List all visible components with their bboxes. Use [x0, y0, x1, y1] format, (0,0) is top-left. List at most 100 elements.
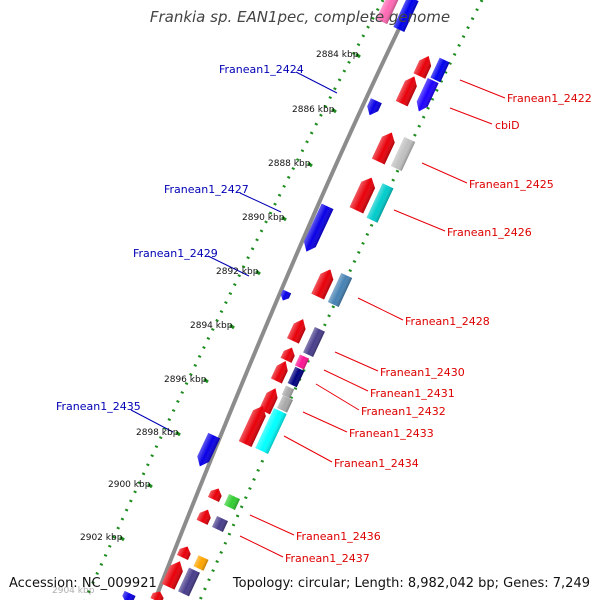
tick-label: 2892 kbp [216, 267, 259, 277]
leader-line [315, 383, 360, 411]
tick-mark [119, 535, 125, 542]
leader-line [239, 192, 282, 213]
tick-labels: 2884 kbp 2886 kbp 2888 kbp 2890 kbp 2892… [52, 50, 359, 596]
cds-feature[interactable] [395, 74, 420, 107]
cog-feature[interactable] [287, 366, 305, 388]
gene-label-franean1-2430[interactable]: Franean1_2430 [380, 366, 465, 379]
cog-feature[interactable] [277, 395, 293, 413]
cds-feature[interactable] [120, 590, 136, 600]
gene-label-franean1-2422[interactable]: Franean1_2422 [507, 92, 592, 105]
tick-label: 2886 kbp [292, 105, 335, 115]
tick-mark [147, 482, 153, 489]
gene-label-franean1-2429[interactable]: Franean1_2429 [133, 247, 218, 260]
leader-line [449, 107, 493, 125]
cds-feature[interactable] [301, 203, 334, 255]
cds-feature[interactable] [238, 403, 269, 447]
leader-line [302, 411, 348, 433]
leader-line [130, 409, 174, 433]
leader-lines [119, 52, 506, 558]
gc-ring-inner [83, 0, 385, 600]
leader-line [421, 162, 468, 184]
tick-label: 2890 kbp [242, 213, 285, 223]
tick-mark [175, 430, 181, 437]
cog-feature[interactable] [303, 326, 325, 358]
forward-gene-labels: Franean1_2422 cbiD Franean1_2425 Franean… [285, 92, 592, 565]
gene-label-franean1-2436[interactable]: Franean1_2436 [296, 530, 381, 543]
genome-summary-text: Topology: circular; Length: 8,982,042 bp… [232, 576, 590, 591]
cds-feature[interactable] [349, 175, 379, 214]
cds-feature[interactable] [259, 386, 281, 415]
tick-label: 2898 kbp [136, 428, 179, 438]
cog-feature[interactable] [430, 57, 450, 83]
cds-feature[interactable] [279, 289, 292, 303]
tick-mark [355, 52, 361, 59]
gc-ring-outer [198, 0, 484, 600]
cog-feature[interactable] [327, 272, 353, 308]
cds-feature[interactable] [270, 358, 291, 384]
map-title: Frankia sp. EAN1pec, complete genome [150, 8, 450, 26]
gene-label-franean1-2431[interactable]: Franean1_2431 [370, 387, 455, 400]
leader-line [295, 71, 338, 94]
gene-label-franean1-2434[interactable]: Franean1_2434 [334, 457, 419, 470]
cog-feature[interactable] [376, 0, 400, 25]
cog-feature[interactable] [366, 183, 394, 223]
cds-feature[interactable] [311, 266, 336, 300]
tick-label: 2896 kbp [164, 375, 207, 385]
cog-feature[interactable] [212, 516, 228, 532]
cds-feature[interactable] [196, 507, 214, 525]
cds-feature[interactable] [194, 432, 221, 469]
gene-label-franean1-2428[interactable]: Franean1_2428 [405, 315, 490, 328]
cog-feature[interactable] [178, 567, 200, 597]
leader-line [393, 209, 446, 232]
cds-feature[interactable] [413, 53, 434, 79]
cds-feature[interactable] [364, 98, 382, 118]
tick-mark [307, 161, 313, 168]
leader-line [239, 535, 284, 558]
tick-label: 2888 kbp [268, 159, 311, 169]
tick-label: 2902 kbp [80, 533, 123, 543]
cog-feature[interactable] [255, 408, 287, 454]
tick-mark [331, 107, 337, 114]
gene-label-franean1-2425[interactable]: Franean1_2425 [469, 178, 554, 191]
gene-label-franean1-2424[interactable]: Franean1_2424 [219, 63, 304, 76]
accession-text: Accession: NC_009921 [9, 576, 157, 591]
cds-feature[interactable] [208, 486, 224, 502]
cog-feature[interactable] [281, 385, 295, 399]
tick-label: 2884 kbp [316, 50, 359, 60]
cds-feature[interactable] [280, 345, 298, 363]
leader-line [207, 255, 250, 277]
leader-line [283, 435, 333, 463]
cds-feature[interactable] [371, 130, 398, 165]
cog-feature[interactable] [390, 136, 416, 172]
cog-feature[interactable] [193, 555, 209, 571]
gene-label-franean1-2433[interactable]: Franean1_2433 [349, 427, 434, 440]
gene-label-cbid[interactable]: cbiD [495, 119, 520, 132]
cog-feature[interactable] [224, 494, 240, 510]
cog-feature[interactable] [393, 0, 419, 32]
cog-feature[interactable] [413, 78, 439, 114]
reverse-gene-labels: Franean1_2424 Franean1_2427 Franean1_242… [56, 63, 304, 413]
cds-feature[interactable] [150, 589, 165, 600]
leader-line [357, 297, 404, 321]
feature-layer [120, 0, 450, 600]
gene-label-franean1-2426[interactable]: Franean1_2426 [447, 226, 532, 239]
tick-mark [203, 377, 209, 384]
tick-label: 2894 kbp [190, 321, 233, 331]
cog-feature[interactable] [294, 354, 310, 370]
cds-feature[interactable] [161, 558, 187, 590]
gene-label-franean1-2437[interactable]: Franean1_2437 [285, 552, 370, 565]
leader-line [459, 79, 506, 99]
gene-label-franean1-2427[interactable]: Franean1_2427 [164, 183, 249, 196]
cds-feature[interactable] [287, 316, 309, 344]
gene-label-franean1-2435[interactable]: Franean1_2435 [56, 400, 141, 413]
leader-line [334, 351, 379, 372]
gene-label-franean1-2432[interactable]: Franean1_2432 [361, 405, 446, 418]
genome-backbone [153, 0, 415, 600]
tick-mark [255, 269, 261, 276]
tick-mark [281, 215, 287, 222]
tick-label: 2904 kbp [52, 586, 95, 596]
tick-mark [229, 323, 235, 330]
cds-feature[interactable] [177, 544, 193, 560]
tick-label: 2900 kbp [108, 480, 151, 490]
